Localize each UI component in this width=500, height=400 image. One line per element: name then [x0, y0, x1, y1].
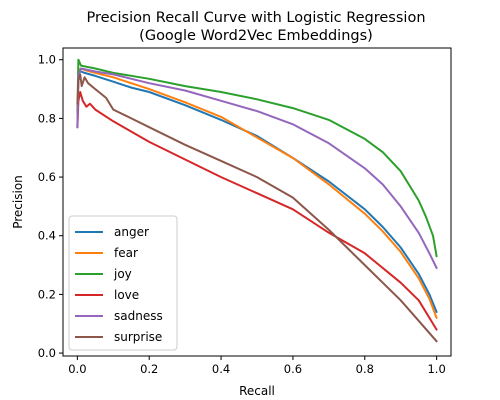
y-tick-label: 0.8	[38, 111, 56, 125]
y-axis-label: Precision	[11, 175, 25, 229]
series-line-joy	[76, 58, 438, 258]
y-tick-label: 1.0	[38, 53, 56, 67]
x-axis-label: Recall	[239, 384, 275, 398]
y-axis: 0.0 0.2 0.4 0.6 0.8 1.0	[38, 53, 63, 360]
x-tick-label: 1.0	[427, 362, 445, 376]
x-tick-label: 0.6	[284, 362, 302, 376]
legend-label-joy: joy	[113, 267, 132, 281]
legend-label-love: love	[114, 288, 139, 302]
y-tick-label: 0.4	[38, 229, 56, 243]
x-tick-label: 0.4	[212, 362, 230, 376]
chart-title: Precision Recall Curve with Logistic Reg…	[86, 10, 425, 26]
legend-label-anger: anger	[114, 225, 149, 239]
legend-label-surprise: surprise	[114, 330, 162, 344]
x-tick-label: 0.8	[356, 362, 374, 376]
series-line-sadness	[76, 67, 438, 269]
legend-label-sadness: sadness	[114, 309, 163, 323]
y-tick-label: 0.0	[38, 346, 56, 360]
chart-subtitle: (Google Word2Vec Embeddings)	[139, 28, 373, 44]
x-tick-label: 0.2	[140, 362, 158, 376]
x-tick-label: 0.0	[68, 362, 86, 376]
series-line-love	[76, 91, 438, 331]
legend: anger fear joy love sadness surprise	[68, 215, 178, 351]
plot-frame	[62, 47, 452, 357]
y-tick-label: 0.2	[38, 287, 56, 301]
series-lines	[76, 58, 438, 343]
legend-label-fear: fear	[114, 246, 138, 260]
x-axis: 0.0 0.2 0.4 0.6 0.8 1.0	[68, 356, 446, 376]
y-tick-label: 0.6	[38, 170, 56, 184]
series-line-surprise	[76, 73, 438, 343]
series-line-anger	[76, 70, 438, 313]
